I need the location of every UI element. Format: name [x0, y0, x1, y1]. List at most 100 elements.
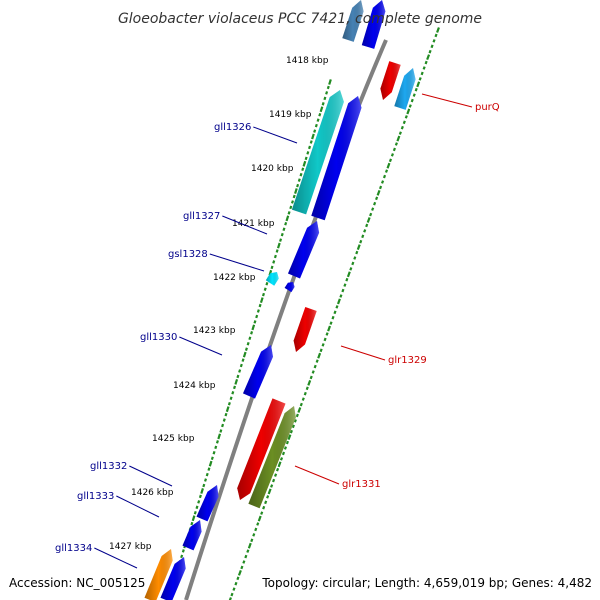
inner-tick	[297, 178, 301, 182]
gene-glr1329[interactable]	[293, 307, 317, 352]
gene-feature-17-shading	[160, 557, 186, 600]
inner-tick	[284, 222, 288, 226]
gene-gll1334[interactable]	[144, 549, 173, 600]
gene-gll1327[interactable]	[288, 221, 320, 279]
outer-tick	[426, 54, 431, 61]
gene-label-purq[interactable]: purQ	[475, 102, 500, 113]
gene-label-leader-gll1333	[116, 495, 160, 518]
inner-tick	[251, 324, 256, 331]
inner-tick	[318, 112, 322, 117]
gene-feature-1[interactable]	[342, 0, 364, 42]
tick-label-1426-kbp: 1426 kbp	[131, 488, 174, 498]
gene-label-glr1329[interactable]: glr1329	[388, 355, 427, 366]
gene-feature-12[interactable]	[237, 398, 286, 500]
gene-label-glr1331[interactable]: glr1331	[342, 479, 381, 490]
gene-feature-17[interactable]	[160, 557, 186, 600]
gene-label-gll1330[interactable]: gll1330	[140, 332, 177, 343]
inner-tick	[285, 215, 290, 222]
inner-tick	[244, 347, 248, 351]
gene-glr1329-shading	[293, 307, 317, 352]
gene-label-leader-gll1332	[129, 465, 173, 487]
outer-tick	[295, 413, 299, 418]
gene-label-gsl1328[interactable]: gsl1328	[168, 249, 208, 260]
outer-tick	[408, 104, 412, 108]
outer-tick	[236, 576, 240, 581]
outer-tick	[388, 158, 393, 163]
outer-tick	[287, 434, 292, 441]
inner-tick	[181, 549, 185, 553]
gene-gll1333[interactable]	[182, 520, 202, 551]
outer-tick	[351, 261, 355, 266]
inner-tick	[225, 406, 230, 413]
gene-gll1332[interactable]	[196, 485, 219, 522]
outer-tick	[422, 66, 426, 70]
outer-tick	[339, 294, 343, 298]
tick-labels: 1418 kbp 1419 kbp 1420 kbp 1421 kbp 1422 kbp…	[109, 56, 329, 552]
inner-tick	[239, 363, 243, 368]
outer-tick	[369, 212, 373, 217]
outer-tick	[392, 147, 396, 152]
outer-tick	[257, 515, 262, 522]
outer-tick	[424, 60, 428, 65]
outer-tick	[272, 478, 276, 483]
gene-label-gll1333[interactable]: gll1333	[77, 491, 114, 502]
gene-gsl1328[interactable]	[265, 272, 279, 286]
outer-tick	[279, 457, 284, 461]
inner-tick	[217, 433, 222, 440]
outer-tick-track	[228, 27, 440, 600]
gene-label-leader-gll1334	[94, 547, 138, 569]
outer-tick	[237, 569, 242, 576]
inner-tick	[309, 140, 313, 144]
outer-tick	[428, 49, 432, 54]
gene-label-gll1332[interactable]: gll1332	[90, 461, 127, 472]
inner-tick	[198, 494, 202, 499]
inner-tick	[302, 160, 307, 167]
tick-label-1427-kbp: 1427 kbp	[109, 542, 152, 552]
gene-label-leader-gll1330	[179, 336, 223, 356]
inner-tick	[289, 205, 293, 210]
gene-gll1326[interactable]	[291, 90, 344, 215]
outer-tick	[244, 554, 248, 559]
tick-label-1422-kbp: 1422 kbp	[213, 273, 256, 283]
gene-feature-9[interactable]	[284, 282, 295, 293]
outer-tick	[230, 592, 234, 597]
gene-glr1331[interactable]	[248, 406, 296, 509]
outer-tick	[297, 407, 302, 413]
outer-tick	[436, 27, 440, 33]
genome-backbone	[184, 39, 388, 600]
gene-label-gll1334[interactable]: gll1334	[55, 543, 92, 554]
outer-tick	[321, 343, 325, 347]
gene-feature-2[interactable]	[361, 0, 386, 49]
outer-tick	[420, 71, 424, 76]
outer-tick	[329, 321, 333, 325]
outer-tick	[376, 189, 381, 196]
outer-tick	[281, 451, 286, 456]
gene-label-gll1326[interactable]: gll1326	[214, 122, 251, 133]
inner-tick	[279, 238, 283, 242]
inner-tick	[290, 200, 294, 204]
gene-feature-3-shading	[380, 61, 401, 100]
accession-text: Accession: NC_005125	[9, 576, 145, 590]
inner-tick	[301, 167, 305, 172]
inner-tick	[224, 412, 228, 417]
inner-tick	[263, 287, 267, 291]
inner-tick	[325, 91, 329, 95]
outer-tick	[432, 39, 436, 43]
inner-tick	[219, 429, 223, 433]
outer-tick	[256, 522, 260, 526]
inner-tick	[253, 320, 257, 324]
gene-feature-6[interactable]	[311, 96, 362, 221]
gene-feature-3[interactable]	[380, 61, 401, 100]
gene-label-leader-gll1326	[253, 126, 298, 144]
gene-gll1330[interactable]	[243, 345, 273, 399]
inner-tick	[276, 242, 281, 249]
gene-purq[interactable]	[394, 68, 416, 110]
inner-tick	[248, 336, 252, 341]
outer-tick	[379, 185, 383, 190]
gene-label-gll1327[interactable]: gll1327	[183, 211, 220, 222]
gene-labels: purQ gll1326 gll1327 gsl1328 glr1329 gll1330 g…	[55, 93, 500, 569]
gene-gll1330-shading	[243, 345, 273, 399]
outer-tick	[311, 370, 315, 374]
outer-tick	[264, 500, 268, 505]
inner-tick	[258, 303, 262, 308]
